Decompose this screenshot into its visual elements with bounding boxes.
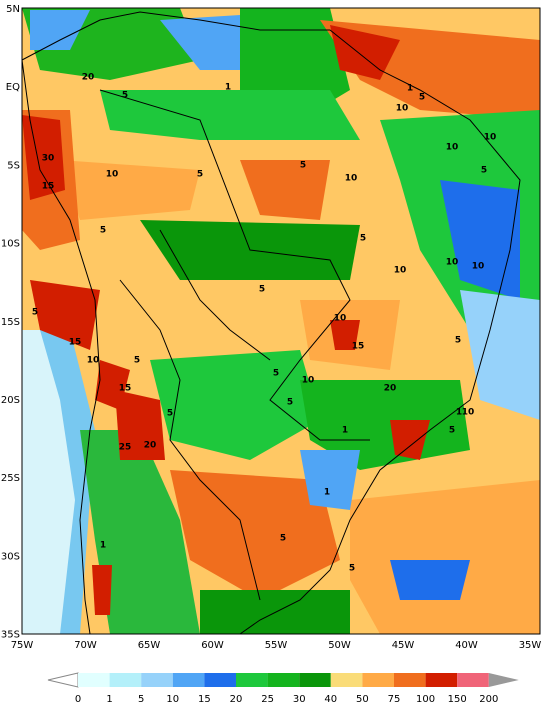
colorbar-label: 75 <box>388 694 401 705</box>
contour-label: 10 <box>472 262 485 272</box>
colorbar-swatch <box>362 673 394 687</box>
lon-label: 75W <box>11 640 34 651</box>
lat-label: 15S <box>1 317 20 328</box>
colorbar-swatch <box>141 673 173 687</box>
contour-label: 5 <box>349 564 355 574</box>
contour-label: 10 <box>87 356 100 366</box>
contour-label: 15 <box>42 182 55 192</box>
contour-label: 5 <box>32 308 38 318</box>
lon-label: 40W <box>455 640 478 651</box>
colorbar-swatch <box>299 673 331 687</box>
colorbar-label: 10 <box>166 694 179 705</box>
contour-label: 5 <box>300 161 306 171</box>
contour-label: 10 <box>394 266 407 276</box>
colorbar-label: 200 <box>479 694 498 705</box>
contour-label: 5 <box>360 234 366 244</box>
contour-label: 20 <box>82 73 95 83</box>
contour-label: 10 <box>446 143 459 153</box>
colorbar-label: 40 <box>324 694 337 705</box>
contour-label: 10 <box>446 258 459 268</box>
lat-label: 35S <box>1 630 20 641</box>
lat-label: 5S <box>7 160 20 171</box>
contour-label: 5 <box>419 93 425 103</box>
colorbar-label: 15 <box>198 694 211 705</box>
lon-label: 70W <box>74 640 97 651</box>
contour-label: 5 <box>134 356 140 366</box>
contour-label: 1 <box>100 541 106 551</box>
colorbar-swatch <box>204 673 236 687</box>
contour-label: 5 <box>197 170 203 180</box>
contour-label: 5 <box>259 285 265 295</box>
colorbar-label: 0 <box>75 694 81 705</box>
contour-label: 5 <box>100 226 106 236</box>
contour-label: 10 <box>106 170 119 180</box>
borders <box>21 11 521 635</box>
contour-label: 20 <box>384 384 397 394</box>
lon-label: 35W <box>519 640 542 651</box>
contour-label: 5 <box>167 409 173 419</box>
contour-label: 5 <box>280 534 286 544</box>
colorbar-swatch <box>172 673 205 687</box>
precipitation-field <box>22 8 540 634</box>
contour-label: 5 <box>287 398 293 408</box>
lon-label: 65W <box>138 640 161 651</box>
contour-label: 10 <box>334 314 347 324</box>
lat-label: 5N <box>6 4 20 15</box>
colorbar-swatch <box>394 673 426 687</box>
contour-label: 10 <box>345 174 358 184</box>
contour-label: 10 <box>302 376 315 386</box>
contour-label: 30 <box>42 154 55 164</box>
colorbar-label: 30 <box>293 694 306 705</box>
contour-label: 5 <box>122 91 128 101</box>
lat-label: 20S <box>1 395 20 406</box>
colorbar-label: 1 <box>106 694 112 705</box>
contour-label: 10 <box>462 408 475 418</box>
colorbar-swatch <box>109 673 142 687</box>
contour-label: 25 <box>119 443 132 453</box>
colorbar-label: 25 <box>261 694 274 705</box>
lon-label: 45W <box>392 640 415 651</box>
contour-label: 1 <box>407 84 413 94</box>
colorbar-swatch <box>236 673 268 687</box>
colorbar-label: 50 <box>356 694 369 705</box>
contour-label: 1 <box>456 408 462 418</box>
lon-label: 60W <box>201 640 224 651</box>
contour-label: 20 <box>144 441 157 451</box>
lat-label: 10S <box>1 239 20 250</box>
contour-label: 5 <box>481 166 487 176</box>
colorbar-low-arrow <box>47 672 79 688</box>
contour-label: 15 <box>352 342 365 352</box>
colorbar-label: 150 <box>448 694 467 705</box>
contour-label: 5 <box>449 426 455 436</box>
colorbar-swatch <box>78 673 110 687</box>
contour-label: 5 <box>455 336 461 346</box>
lon-label: 55W <box>265 640 288 651</box>
contour-label: 1 <box>225 83 231 93</box>
lat-label: EQ <box>6 82 20 93</box>
colorbar-swatch <box>457 673 489 687</box>
colorbar-swatch <box>425 673 458 687</box>
map-frame <box>21 7 541 635</box>
colorbar-swatch <box>330 673 363 687</box>
contour-label: 5 <box>273 369 279 379</box>
contour-label: 10 <box>484 133 497 143</box>
contour-label: 1 <box>342 426 348 436</box>
colorbar-label: 100 <box>416 694 435 705</box>
contour-label: 15 <box>119 384 132 394</box>
lon-label: 50W <box>328 640 351 651</box>
colorbar-high-arrow <box>488 673 519 687</box>
contour-label: 1 <box>324 488 330 498</box>
contour-label: 10 <box>396 104 409 114</box>
lat-label: 25S <box>1 473 20 484</box>
colorbar-label: 20 <box>230 694 243 705</box>
colorbar-swatch <box>267 673 300 687</box>
contour-label: 15 <box>69 338 82 348</box>
lat-label: 30S <box>1 551 20 562</box>
colorbar-label: 5 <box>138 694 144 705</box>
